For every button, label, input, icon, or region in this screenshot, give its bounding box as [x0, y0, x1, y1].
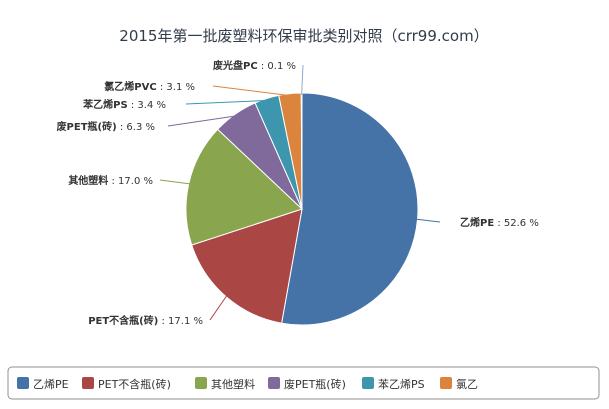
- legend-label: 氯乙: [456, 377, 478, 391]
- legend-swatch: [440, 377, 452, 389]
- slice-label-name: 乙烯PE: [460, 216, 494, 229]
- legend-swatch: [268, 377, 280, 389]
- slice-label-value: : 52.6 %: [494, 218, 539, 229]
- legend-item[interactable]: 氯乙: [440, 377, 478, 391]
- legend: 乙烯PE PET不含瓶(砖) 其他塑料 废PET瓶(砖) 苯乙烯PS 氯乙: [7, 366, 600, 400]
- legend-item[interactable]: 苯乙烯PS: [362, 377, 425, 391]
- slice-label: 乙烯PE : 52.6 %: [460, 216, 539, 229]
- legend-label: 其他塑料: [211, 377, 255, 391]
- slice-label-name: 苯乙烯PS: [82, 98, 128, 111]
- slice-label-name: PET不含瓶(砖): [88, 314, 158, 327]
- chart-title: 2015年第一批废塑料环保审批类别对照（crr99.com）: [119, 27, 488, 45]
- slice-label-name: 废PET瓶(砖): [57, 120, 117, 133]
- legend-label: PET不含瓶(砖): [98, 377, 171, 391]
- legend-item[interactable]: 其他塑料: [195, 377, 255, 391]
- slice-label: 其他塑料 : 17.0 %: [68, 174, 153, 187]
- legend-label: 废PET瓶(砖): [284, 377, 346, 391]
- watermark: 邦略资讯: [489, 375, 578, 394]
- legend-swatch: [17, 377, 29, 389]
- slice-label-value: : 3.4 %: [128, 100, 166, 111]
- legend-label: 乙烯PE: [33, 378, 69, 391]
- legend-swatch: [362, 377, 374, 389]
- slice-label: PET不含瓶(砖) : 17.1 %: [88, 314, 203, 327]
- slice-label-name: 废光盘PC: [213, 59, 258, 72]
- wechat-icon: [489, 375, 514, 394]
- slice-label-name: 其他塑料: [68, 174, 108, 187]
- legend-item[interactable]: PET不含瓶(砖): [82, 377, 171, 391]
- legend-frame: [7, 366, 600, 400]
- label-connector: [167, 115, 237, 127]
- label-connector: [415, 218, 441, 223]
- slice-labels: 乙烯PE : 52.6 % PET不含瓶(砖) : 17.1 % 其他塑料 : 17…: [57, 59, 539, 327]
- legend-swatch: [195, 377, 207, 389]
- pie-slices: [185, 92, 419, 326]
- slice-label-value: : 6.3 %: [117, 122, 155, 133]
- slice-label-value: : 0.1 %: [258, 61, 296, 72]
- slice-label: 废PET瓶(砖) : 6.3 %: [57, 120, 155, 133]
- label-connector: [212, 85, 291, 97]
- slice-label-value: : 3.1 %: [157, 82, 195, 93]
- watermark-text: 邦略资讯: [518, 375, 578, 393]
- legend-item[interactable]: 乙烯PE: [17, 377, 69, 391]
- label-connector: [185, 99, 268, 105]
- slice-label-value: : 17.1 %: [158, 316, 203, 327]
- slice-label: 苯乙烯PS : 3.4 %: [82, 98, 166, 111]
- label-connector: [301, 64, 304, 96]
- label-connector: [209, 294, 228, 321]
- slice-label: 废光盘PC : 0.1 %: [213, 59, 296, 72]
- legend-item[interactable]: 废PET瓶(砖): [268, 377, 346, 391]
- slice-label: 氯乙烯PVC : 3.1 %: [104, 80, 195, 93]
- legend-label: 苯乙烯PS: [378, 377, 425, 391]
- label-connector: [159, 179, 191, 185]
- legend-swatch: [82, 377, 94, 389]
- label-connectors: [159, 64, 441, 321]
- slice-label-value: : 17.0 %: [108, 176, 153, 187]
- slice-label-name: 氯乙烯PVC: [104, 80, 156, 93]
